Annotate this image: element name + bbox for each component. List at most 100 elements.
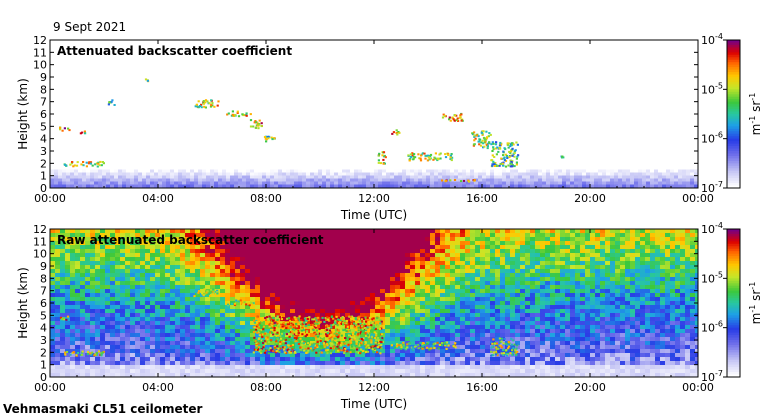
noise-cell — [485, 229, 490, 233]
noise-cell — [445, 329, 450, 333]
noise-cell — [90, 281, 95, 285]
noise-cell — [250, 253, 255, 257]
noise-cell — [225, 245, 230, 249]
noise-cell — [330, 333, 335, 337]
noise-cell — [180, 293, 185, 297]
noise-cell — [515, 301, 520, 305]
noise-cell — [80, 241, 85, 245]
surface-cell — [210, 169, 214, 173]
noise-cell — [110, 289, 115, 293]
noise-cell — [145, 289, 150, 293]
noise-cell — [395, 285, 400, 289]
noise-cell — [125, 277, 130, 281]
noise-cell — [440, 277, 445, 281]
noise-cell — [550, 313, 555, 317]
surface-cell — [178, 169, 182, 173]
surface-cell — [158, 178, 162, 182]
noise-cell — [430, 353, 435, 357]
noise-cell — [165, 305, 170, 309]
surface-cell — [146, 169, 150, 173]
noise-cell — [305, 293, 310, 297]
surface-cell — [378, 169, 382, 173]
noise-cell — [145, 253, 150, 257]
noise-cell — [545, 297, 550, 301]
noise-cell — [550, 265, 555, 269]
noise-cell — [340, 241, 345, 245]
noise-cell — [535, 321, 540, 325]
noise-cell — [455, 357, 460, 361]
noise-cell — [110, 357, 115, 361]
noise-cell — [550, 237, 555, 241]
noise-cell — [210, 337, 215, 341]
noise-cell — [525, 325, 530, 329]
noise-cell — [165, 265, 170, 269]
surface-cell — [158, 184, 162, 188]
noise-cell — [95, 373, 100, 377]
noise-cell — [175, 233, 180, 237]
noise-cell — [245, 365, 250, 369]
noise-cell — [515, 229, 520, 233]
noise-cell — [485, 345, 490, 349]
noise-cell — [470, 329, 475, 333]
surface-cell — [122, 181, 126, 185]
noise-cell — [330, 265, 335, 269]
noise-cell — [205, 341, 210, 345]
noise-cell — [325, 273, 330, 277]
noise-cell — [250, 241, 255, 245]
noise-cell — [445, 313, 450, 317]
surface-cell — [278, 181, 282, 185]
surface-cell — [642, 172, 646, 176]
surface-cell — [358, 172, 362, 176]
noise-cell — [430, 361, 435, 365]
noise-cell — [290, 241, 295, 245]
noise-cell — [120, 241, 125, 245]
noise-cell — [285, 253, 290, 257]
surface-cell — [550, 172, 554, 176]
noise-cell — [140, 297, 145, 301]
surface-cell — [518, 181, 522, 185]
noise-cell — [255, 269, 260, 273]
noise-cell — [385, 353, 390, 357]
surface-cell — [626, 169, 630, 173]
surface-cell — [610, 175, 614, 179]
noise-cell — [510, 365, 515, 369]
noise-cell — [225, 325, 230, 329]
noise-cell — [545, 353, 550, 357]
noise-cell — [500, 301, 505, 305]
noise-cell — [175, 373, 180, 377]
noise-cell — [285, 369, 290, 373]
noise-cell — [430, 253, 435, 257]
noise-cell — [175, 273, 180, 277]
noise-cell — [385, 257, 390, 261]
noise-cell — [450, 301, 455, 305]
noise-cell — [325, 313, 330, 317]
noise-cell — [415, 293, 420, 297]
noise-cell — [515, 365, 520, 369]
noise-cell — [195, 305, 200, 309]
noise-cell — [80, 309, 85, 313]
noise-cell — [540, 285, 545, 289]
surface-cell — [602, 175, 606, 179]
noise-cell — [170, 237, 175, 241]
surface-cell — [354, 178, 358, 182]
noise-cell — [65, 373, 70, 377]
noise-cell — [320, 365, 325, 369]
noise-cell — [395, 305, 400, 309]
noise-cell — [260, 373, 265, 377]
noise-cell — [275, 329, 280, 333]
noise-cell — [235, 277, 240, 281]
noise-cell — [380, 229, 385, 233]
surface-cell — [310, 178, 314, 182]
noise-cell — [500, 269, 505, 273]
noise-cell — [535, 361, 540, 365]
x-tick-label: 12:00 — [358, 192, 390, 205]
noise-cell — [400, 273, 405, 277]
surface-cell — [374, 172, 378, 176]
noise-cell — [425, 369, 430, 373]
feature-cloud — [391, 129, 401, 136]
surface-cell — [154, 184, 158, 188]
surface-cell — [510, 172, 514, 176]
noise-cell — [235, 361, 240, 365]
noise-cell — [395, 249, 400, 253]
noise-cell — [345, 309, 350, 313]
